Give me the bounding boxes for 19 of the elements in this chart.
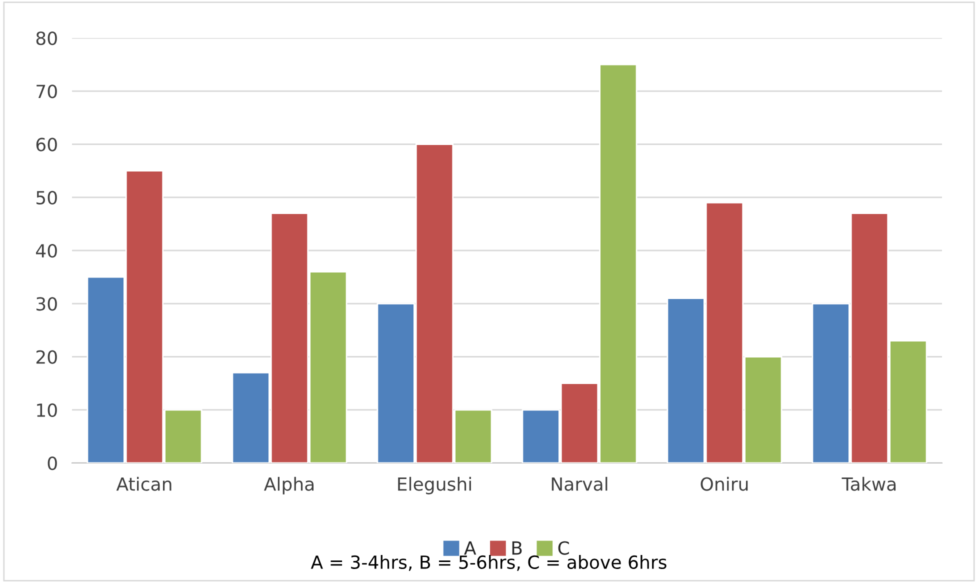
- x-tick-label: Oniru: [700, 476, 748, 491]
- x-tick-label: Atican: [116, 476, 172, 491]
- x-tick-label: Takwa: [842, 476, 896, 491]
- y-tick-label: 40: [36, 244, 57, 258]
- x-tick-label: Narval: [552, 476, 608, 491]
- y-tick-label: 30: [36, 297, 57, 311]
- y-tick-label: 50: [36, 190, 57, 204]
- y-tick-label: 20: [36, 350, 57, 364]
- legend-label: B: [512, 541, 522, 555]
- legend-label: C: [558, 541, 569, 555]
- x-tick-label: Elegushi: [398, 476, 471, 494]
- y-tick-label: 10: [37, 403, 57, 417]
- y-tick-label: 60: [36, 138, 57, 152]
- y-tick-label: 80: [36, 31, 57, 46]
- legend-label: A: [464, 541, 476, 555]
- y-tick-label: 70: [36, 84, 57, 98]
- text: A = 3-4hrs, B = 5-6hrs, C = above 6hrs: [310, 555, 666, 571]
- x-tick-label: Alpha: [264, 476, 314, 494]
- y-tick-label: 0: [48, 456, 57, 470]
